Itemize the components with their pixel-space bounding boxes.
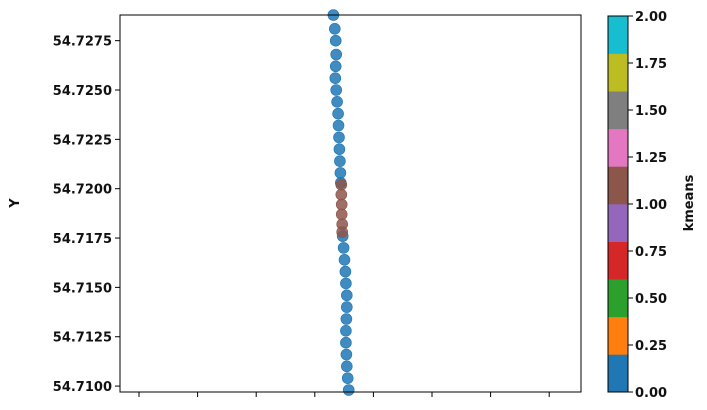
data-point [330, 84, 343, 96]
data-point [334, 167, 347, 179]
x-axis [138, 392, 550, 397]
y-axis-label: Y [8, 198, 23, 209]
y-tick-label: 54.7225 [53, 133, 112, 148]
colorbar-tick-label: 0.00 [635, 386, 667, 401]
data-point [340, 324, 352, 337]
data-point [340, 313, 353, 325]
data-point [330, 48, 343, 61]
data-point [340, 289, 353, 302]
data-point [335, 178, 348, 191]
data-point [340, 360, 353, 373]
colorbar-segment [608, 91, 628, 130]
y-tick-label: 54.7175 [53, 232, 112, 247]
data-point [328, 22, 341, 35]
data-point [332, 107, 344, 120]
colorbar-tick-label: 1.75 [635, 57, 667, 72]
colorbar-segment [608, 166, 628, 205]
y-axis: 54.7100 54.7125 54.7150 54.7175 54.7200 54.72… [53, 35, 120, 395]
y-tick-label: 54.7250 [53, 84, 112, 99]
data-point [329, 34, 342, 47]
y-tick-label: 54.7100 [53, 380, 112, 395]
colorbar-tick-label: 0.50 [635, 292, 667, 307]
data-point [337, 242, 350, 254]
data-point [332, 119, 345, 132]
colorbar-segment [608, 354, 628, 393]
data-point [335, 188, 348, 201]
colorbar-segment [608, 316, 628, 355]
y-tick-label: 54.7125 [53, 331, 112, 346]
colorbar-segment [608, 279, 628, 318]
colorbar-tick-label: 1.25 [635, 151, 667, 166]
data-point [342, 384, 355, 396]
data-point [339, 265, 352, 278]
colorbar: 0.00 0.25 0.50 0.75 1.00 1.25 1.50 1.75 2.00 [607, 10, 667, 401]
colorbar-tick-label: 1.00 [635, 198, 667, 213]
data-point [333, 143, 346, 155]
colorbar-segment [608, 128, 628, 167]
data-point [333, 131, 345, 144]
data-point [341, 372, 354, 385]
data-point [334, 155, 346, 167]
data-point [340, 336, 352, 349]
data-point [329, 60, 342, 73]
data-point [329, 72, 342, 84]
data-point [335, 208, 348, 221]
colorbar-tick-label: 2.00 [635, 10, 667, 25]
colorbar-segment [608, 204, 628, 242]
data-point [340, 348, 353, 361]
colorbar-segment [608, 241, 628, 280]
colorbar-segment [608, 53, 628, 92]
data-point [335, 198, 348, 211]
colorbar-tick-label: 1.50 [635, 104, 667, 119]
data-point [340, 277, 352, 290]
data-point [340, 301, 353, 313]
data-point [336, 226, 349, 238]
colorbar-label: kmeans [682, 174, 697, 231]
data-point [331, 96, 343, 108]
y-tick-label: 54.7150 [53, 281, 112, 296]
y-tick-label: 54.7275 [53, 35, 112, 50]
plot-frame [119, 14, 582, 393]
y-tick-label: 54.7200 [53, 183, 112, 198]
colorbar-tick-label: 0.25 [635, 339, 667, 354]
data-point [338, 253, 351, 266]
plot-area [119, 9, 582, 396]
colorbar-segment [608, 16, 628, 54]
colorbar-tick-label: 0.75 [635, 245, 667, 260]
